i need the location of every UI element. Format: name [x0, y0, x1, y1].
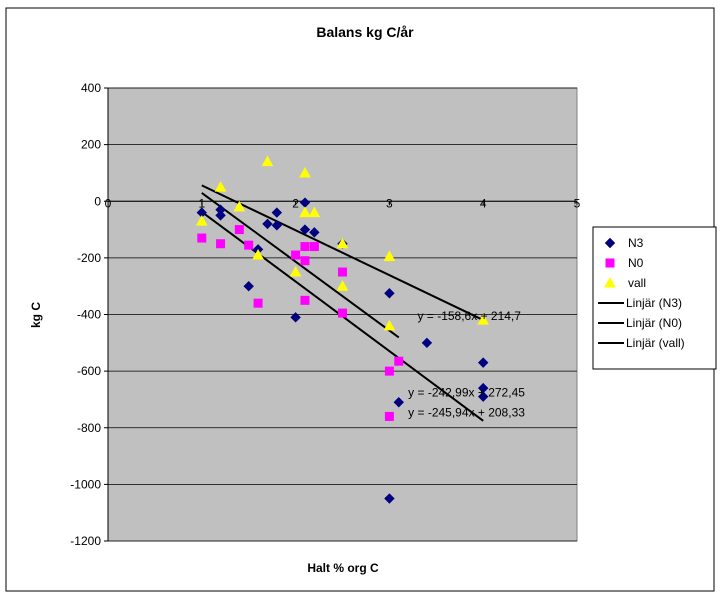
data-point-n3	[243, 280, 254, 292]
legend-label: Linjär (N3)	[626, 296, 682, 310]
data-point-vall	[383, 319, 396, 331]
data-point-n0	[300, 242, 310, 252]
legend-label: Linjär (vall)	[626, 336, 685, 350]
data-point-n3	[299, 224, 311, 235]
trendline-equation: y = -242,99x + 272,45	[408, 386, 525, 400]
y-tick-label: 400	[81, 81, 101, 95]
data-point-n0	[197, 233, 207, 243]
data-point-n3	[477, 391, 489, 402]
data-point-vall	[289, 266, 302, 277]
data-point-n0	[338, 308, 347, 318]
data-point-vall	[336, 280, 349, 291]
y-tick-label: -200	[77, 251, 101, 265]
legend-marker-n0	[605, 258, 615, 268]
data-point-n0	[300, 295, 310, 305]
trendline	[201, 184, 484, 321]
trendline-equation: y = -158,6x + 214,7	[418, 309, 522, 323]
x-tick-label: 2	[292, 196, 299, 210]
points-layer	[195, 155, 490, 504]
trendline	[201, 192, 400, 339]
chart-title: Balans kg C/år	[316, 24, 414, 40]
data-point-n0	[338, 267, 347, 277]
legend-label: N3	[628, 236, 644, 250]
data-point-vall	[299, 166, 311, 178]
data-point-n3	[393, 397, 404, 408]
data-point-n3	[384, 288, 395, 299]
y-axis-label: kg C	[29, 302, 43, 328]
data-point-n0	[384, 366, 394, 376]
y-tick-label: -600	[77, 364, 101, 378]
data-point-n3	[421, 337, 433, 349]
data-point-n0	[216, 239, 226, 249]
legend-marker-n3	[604, 237, 616, 249]
data-point-n0	[253, 298, 263, 308]
legend-label: Linjär (N0)	[626, 316, 682, 330]
x-tick-label: 1	[198, 196, 205, 210]
data-point-n0	[394, 356, 404, 366]
data-point-vall	[195, 215, 208, 226]
data-point-n0	[309, 242, 319, 252]
data-point-n3	[271, 220, 283, 231]
x-tick-label: 3	[386, 196, 393, 210]
legend-box	[592, 226, 717, 370]
data-point-n3	[384, 493, 395, 504]
annotation-layer: y = -158,6x + 214,7 y = -242,99x + 272,45…	[408, 309, 525, 419]
data-point-vall	[308, 206, 321, 218]
data-point-vall	[233, 200, 246, 212]
legend-label: N0	[628, 256, 644, 270]
data-point-n3	[290, 312, 301, 323]
y-tick-label: -1000	[70, 477, 101, 491]
data-point-n3	[271, 207, 283, 218]
data-point-n0	[291, 250, 301, 260]
data-point-vall	[261, 155, 274, 167]
data-point-n0	[234, 225, 244, 235]
x-tick-label: 5	[574, 196, 581, 210]
axes-layer: 400 200 0 -200 -400 -600 -800 -1000 -1200 0 1 2 3 4 5	[70, 81, 580, 548]
data-point-n0	[244, 240, 254, 250]
data-point-vall	[336, 237, 349, 249]
data-point-n3	[262, 218, 273, 230]
data-point-n3	[215, 210, 226, 221]
x-tick-label: 4	[480, 196, 487, 210]
legend-marker-vall	[604, 276, 616, 288]
data-point-vall	[299, 206, 311, 218]
data-point-vall	[214, 181, 227, 192]
y-tick-label: 0	[94, 194, 101, 208]
legend: N3 N0 vall Linjär (N3) Linjär (N0) Linjär (va…	[592, 226, 717, 370]
data-point-vall	[252, 249, 264, 260]
y-tick-label: -1200	[70, 534, 101, 548]
y-tick-label: -400	[77, 308, 101, 322]
y-tick-label: 200	[81, 138, 101, 152]
data-point-n0	[384, 411, 394, 421]
data-point-vall	[383, 250, 396, 261]
legend-label: vall	[628, 276, 646, 290]
y-tick-label: -800	[77, 421, 101, 435]
x-axis-label: Halt % org C	[307, 561, 379, 575]
trendline-equation: y = -245,94x + 208,33	[408, 405, 525, 419]
data-point-n3	[477, 357, 489, 368]
data-point-n3	[309, 227, 320, 238]
data-point-vall	[477, 314, 490, 325]
data-point-n0	[300, 256, 310, 266]
x-tick-label: 0	[105, 196, 112, 210]
